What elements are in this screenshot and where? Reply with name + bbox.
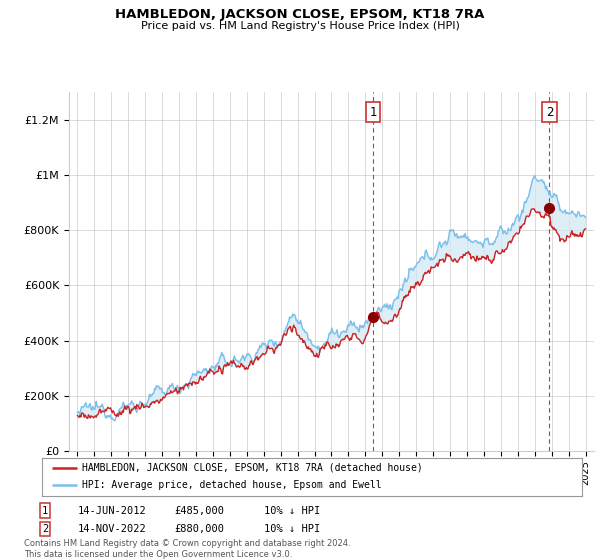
Text: 2: 2 [546,106,553,119]
Text: 2: 2 [42,524,48,534]
Text: 14-NOV-2022: 14-NOV-2022 [78,524,147,534]
Text: HAMBLEDON, JACKSON CLOSE, EPSOM, KT18 7RA: HAMBLEDON, JACKSON CLOSE, EPSOM, KT18 7R… [115,8,485,21]
Text: 1: 1 [369,106,377,119]
Text: 14-JUN-2012: 14-JUN-2012 [78,506,147,516]
Text: 1: 1 [42,506,48,516]
Text: 10% ↓ HPI: 10% ↓ HPI [264,506,320,516]
Text: Price paid vs. HM Land Registry's House Price Index (HPI): Price paid vs. HM Land Registry's House … [140,21,460,31]
Text: HAMBLEDON, JACKSON CLOSE, EPSOM, KT18 7RA (detached house): HAMBLEDON, JACKSON CLOSE, EPSOM, KT18 7R… [83,463,423,473]
Text: £880,000: £880,000 [174,524,224,534]
Text: £485,000: £485,000 [174,506,224,516]
Text: 10% ↓ HPI: 10% ↓ HPI [264,524,320,534]
Text: Contains HM Land Registry data © Crown copyright and database right 2024.
This d: Contains HM Land Registry data © Crown c… [24,539,350,559]
Text: HPI: Average price, detached house, Epsom and Ewell: HPI: Average price, detached house, Epso… [83,480,382,491]
